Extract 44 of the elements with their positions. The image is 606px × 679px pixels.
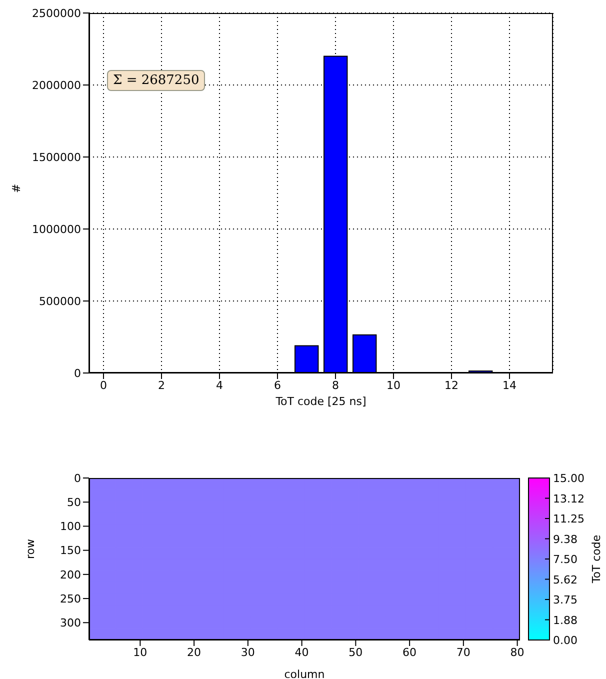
y-tick-label: 100 [60,520,81,534]
y-axis-title: row [24,538,37,559]
color-bar-label: 3.75 [553,594,578,606]
annotation: Σ = 2687250 [107,70,206,91]
x-tick-label: 10 [386,378,400,392]
y-tick-label: 50 [67,496,81,510]
x-tick-label: 8 [332,378,339,392]
x-tick-label: 0 [100,378,107,392]
x-tick-label: 14 [502,378,516,392]
x-tick-label: 60 [402,646,417,659]
y-tick-label: 500000 [39,294,81,308]
y-tick-label: 1000000 [32,222,81,236]
y-tick-label: 2500000 [32,6,81,20]
y-tick-label: 0 [74,472,81,485]
x-tick-label: 80 [510,646,524,659]
x-tick-label: 12 [444,378,458,392]
x-axis-title: ToT code [25 ns] [274,395,368,408]
x-tick-label: 4 [216,378,223,392]
y-tick-label: 0 [74,366,81,380]
color-bar-label: 15.00 [553,472,584,485]
color-bar-title: ToT code [590,534,603,584]
x-tick-label: 2 [158,378,165,392]
color-bar-label: 1.88 [553,614,578,627]
y-axis-title: # [10,184,23,193]
y-tick-label: 1500000 [32,150,81,164]
y-tick-label: 150 [60,544,81,558]
x-tick-label: 20 [187,646,202,659]
x-tick-label: 10 [133,646,148,659]
x-axis-title: column [284,668,325,679]
y-tick-label: 200 [60,568,81,582]
y-tick-label: 300 [60,616,81,630]
x-tick-label: 6 [274,378,281,392]
color-bar-label: 13.12 [553,492,584,506]
color-bar-label: 0.00 [553,634,578,647]
color-bar-label: 11.25 [553,512,584,526]
y-tick-label: 250 [60,592,81,606]
color-bar-label: 7.50 [553,553,578,566]
x-tick-label: 40 [294,646,309,659]
x-tick-label: 70 [456,646,470,659]
color-bar-label: 5.62 [553,573,578,586]
x-tick-label: 30 [240,646,255,659]
x-tick-label: 50 [348,646,363,659]
color-bar-label: 9.38 [553,532,578,546]
y-tick-label: 2000000 [32,78,81,92]
